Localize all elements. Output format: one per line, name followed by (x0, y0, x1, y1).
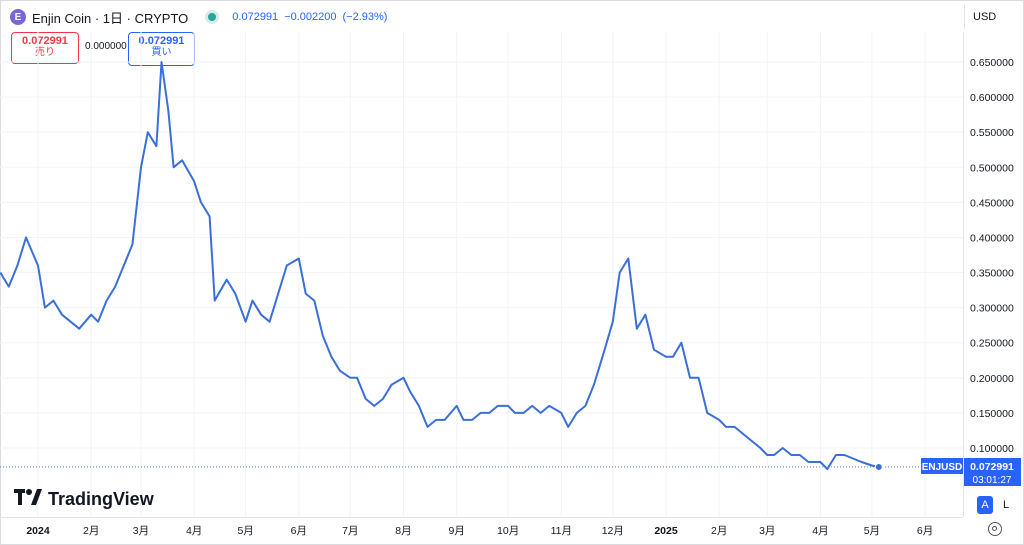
brand-name: TradingView (48, 489, 154, 509)
x-tick-label: 9月 (448, 525, 464, 537)
auto-scale-button[interactable]: A (977, 496, 993, 514)
time-axis-ticks: 2024 2月 3月 4月 5月 6月 7月 8月 9月 10月 11月 12月 2025 2月 3月 4月 5… (26, 525, 933, 537)
x-tick-label: 2024 (26, 525, 50, 537)
log-scale-button[interactable]: L (1002, 499, 1010, 511)
last-point-marker (874, 462, 883, 471)
y-tick-label: 0.350000 (970, 268, 1014, 280)
x-tick-label: 3月 (133, 525, 149, 537)
market-status-dot-icon[interactable] (208, 13, 217, 21)
y-tick-label: 0.450000 (970, 197, 1014, 209)
x-tick-label: 6月 (917, 525, 933, 537)
currency-select[interactable]: USD (964, 5, 1020, 29)
x-tick-label: 7月 (342, 525, 358, 537)
series-line-enjusd (0, 61, 879, 471)
price-axis-panel[interactable] (963, 32, 1024, 517)
sell-button[interactable]: 0.072991 売り (11, 32, 79, 64)
y-tick-label: 0.150000 (970, 408, 1014, 420)
tradingview-logo[interactable]: TradingView (14, 489, 154, 510)
symbol-tag: ENJUSD (922, 462, 963, 473)
y-tick-label: 0.100000 (970, 443, 1014, 455)
price-change: −0.002200 (284, 11, 337, 23)
price-tag-value: 0.072991 (970, 461, 1014, 473)
tradingview-logo-icon (14, 489, 42, 510)
y-tick-label: 0.600000 (970, 92, 1014, 104)
x-tick-label: 6月 (291, 525, 307, 537)
last-price: 0.072991 (232, 11, 279, 23)
buy-label: 買い (151, 47, 172, 58)
y-tick-label: 0.650000 (970, 57, 1014, 69)
symbol-title[interactable]: Enjin Coin · 1日 · CRYPTO (32, 10, 189, 26)
price-tag-countdown: 03:01:27 (973, 475, 1012, 486)
price-change-percent: (−2.93%) (342, 11, 388, 23)
price-tag-bg (964, 458, 1021, 486)
settings-gear-icon[interactable] (988, 522, 1002, 536)
sell-label: 売り (35, 47, 55, 58)
y-tick-label: 0.550000 (970, 127, 1014, 139)
y-tick-label: 0.250000 (970, 338, 1014, 350)
y-tick-label: 0.400000 (970, 232, 1014, 244)
x-tick-label: 5月 (237, 525, 253, 537)
buy-price: 0.072991 (138, 35, 185, 47)
x-tick-label: 2025 (654, 525, 678, 537)
x-tick-label: 10月 (497, 525, 519, 537)
x-tick-label: 12月 (602, 525, 624, 537)
x-tick-label: 11月 (551, 525, 572, 537)
y-tick-label: 0.300000 (970, 303, 1014, 315)
x-tick-label: 2月 (83, 525, 99, 537)
x-tick-label: 3月 (759, 525, 775, 537)
x-tick-label: 4月 (812, 525, 828, 537)
x-tick-label: 2月 (711, 525, 727, 537)
x-tick-label: 5月 (864, 525, 880, 537)
enjin-coin-icon: E (10, 9, 26, 25)
sell-price: 0.072991 (22, 35, 68, 47)
y-tick-label: 0.200000 (970, 373, 1014, 385)
symbol-tag-bg (921, 458, 963, 474)
price-tag: ENJUSD 0.072991 03:01:27 (921, 458, 1021, 486)
price-change-line: 0.072991 −0.002200 (−2.93%) (232, 11, 387, 23)
time-axis-panel[interactable] (0, 517, 963, 544)
y-tick-label: 0.500000 (970, 162, 1014, 174)
grid-lines (0, 32, 963, 517)
price-axis-ticks: 0.650000 0.600000 0.550000 0.500000 0.450000… (970, 57, 1014, 455)
spread-value: 0.000000 (85, 41, 127, 52)
x-tick-label: 8月 (395, 525, 411, 537)
symbol-header: E Enjin Coin · 1日 · CRYPTO 0.072991 −0.0… (10, 7, 387, 27)
x-tick-label: 4月 (186, 525, 202, 537)
